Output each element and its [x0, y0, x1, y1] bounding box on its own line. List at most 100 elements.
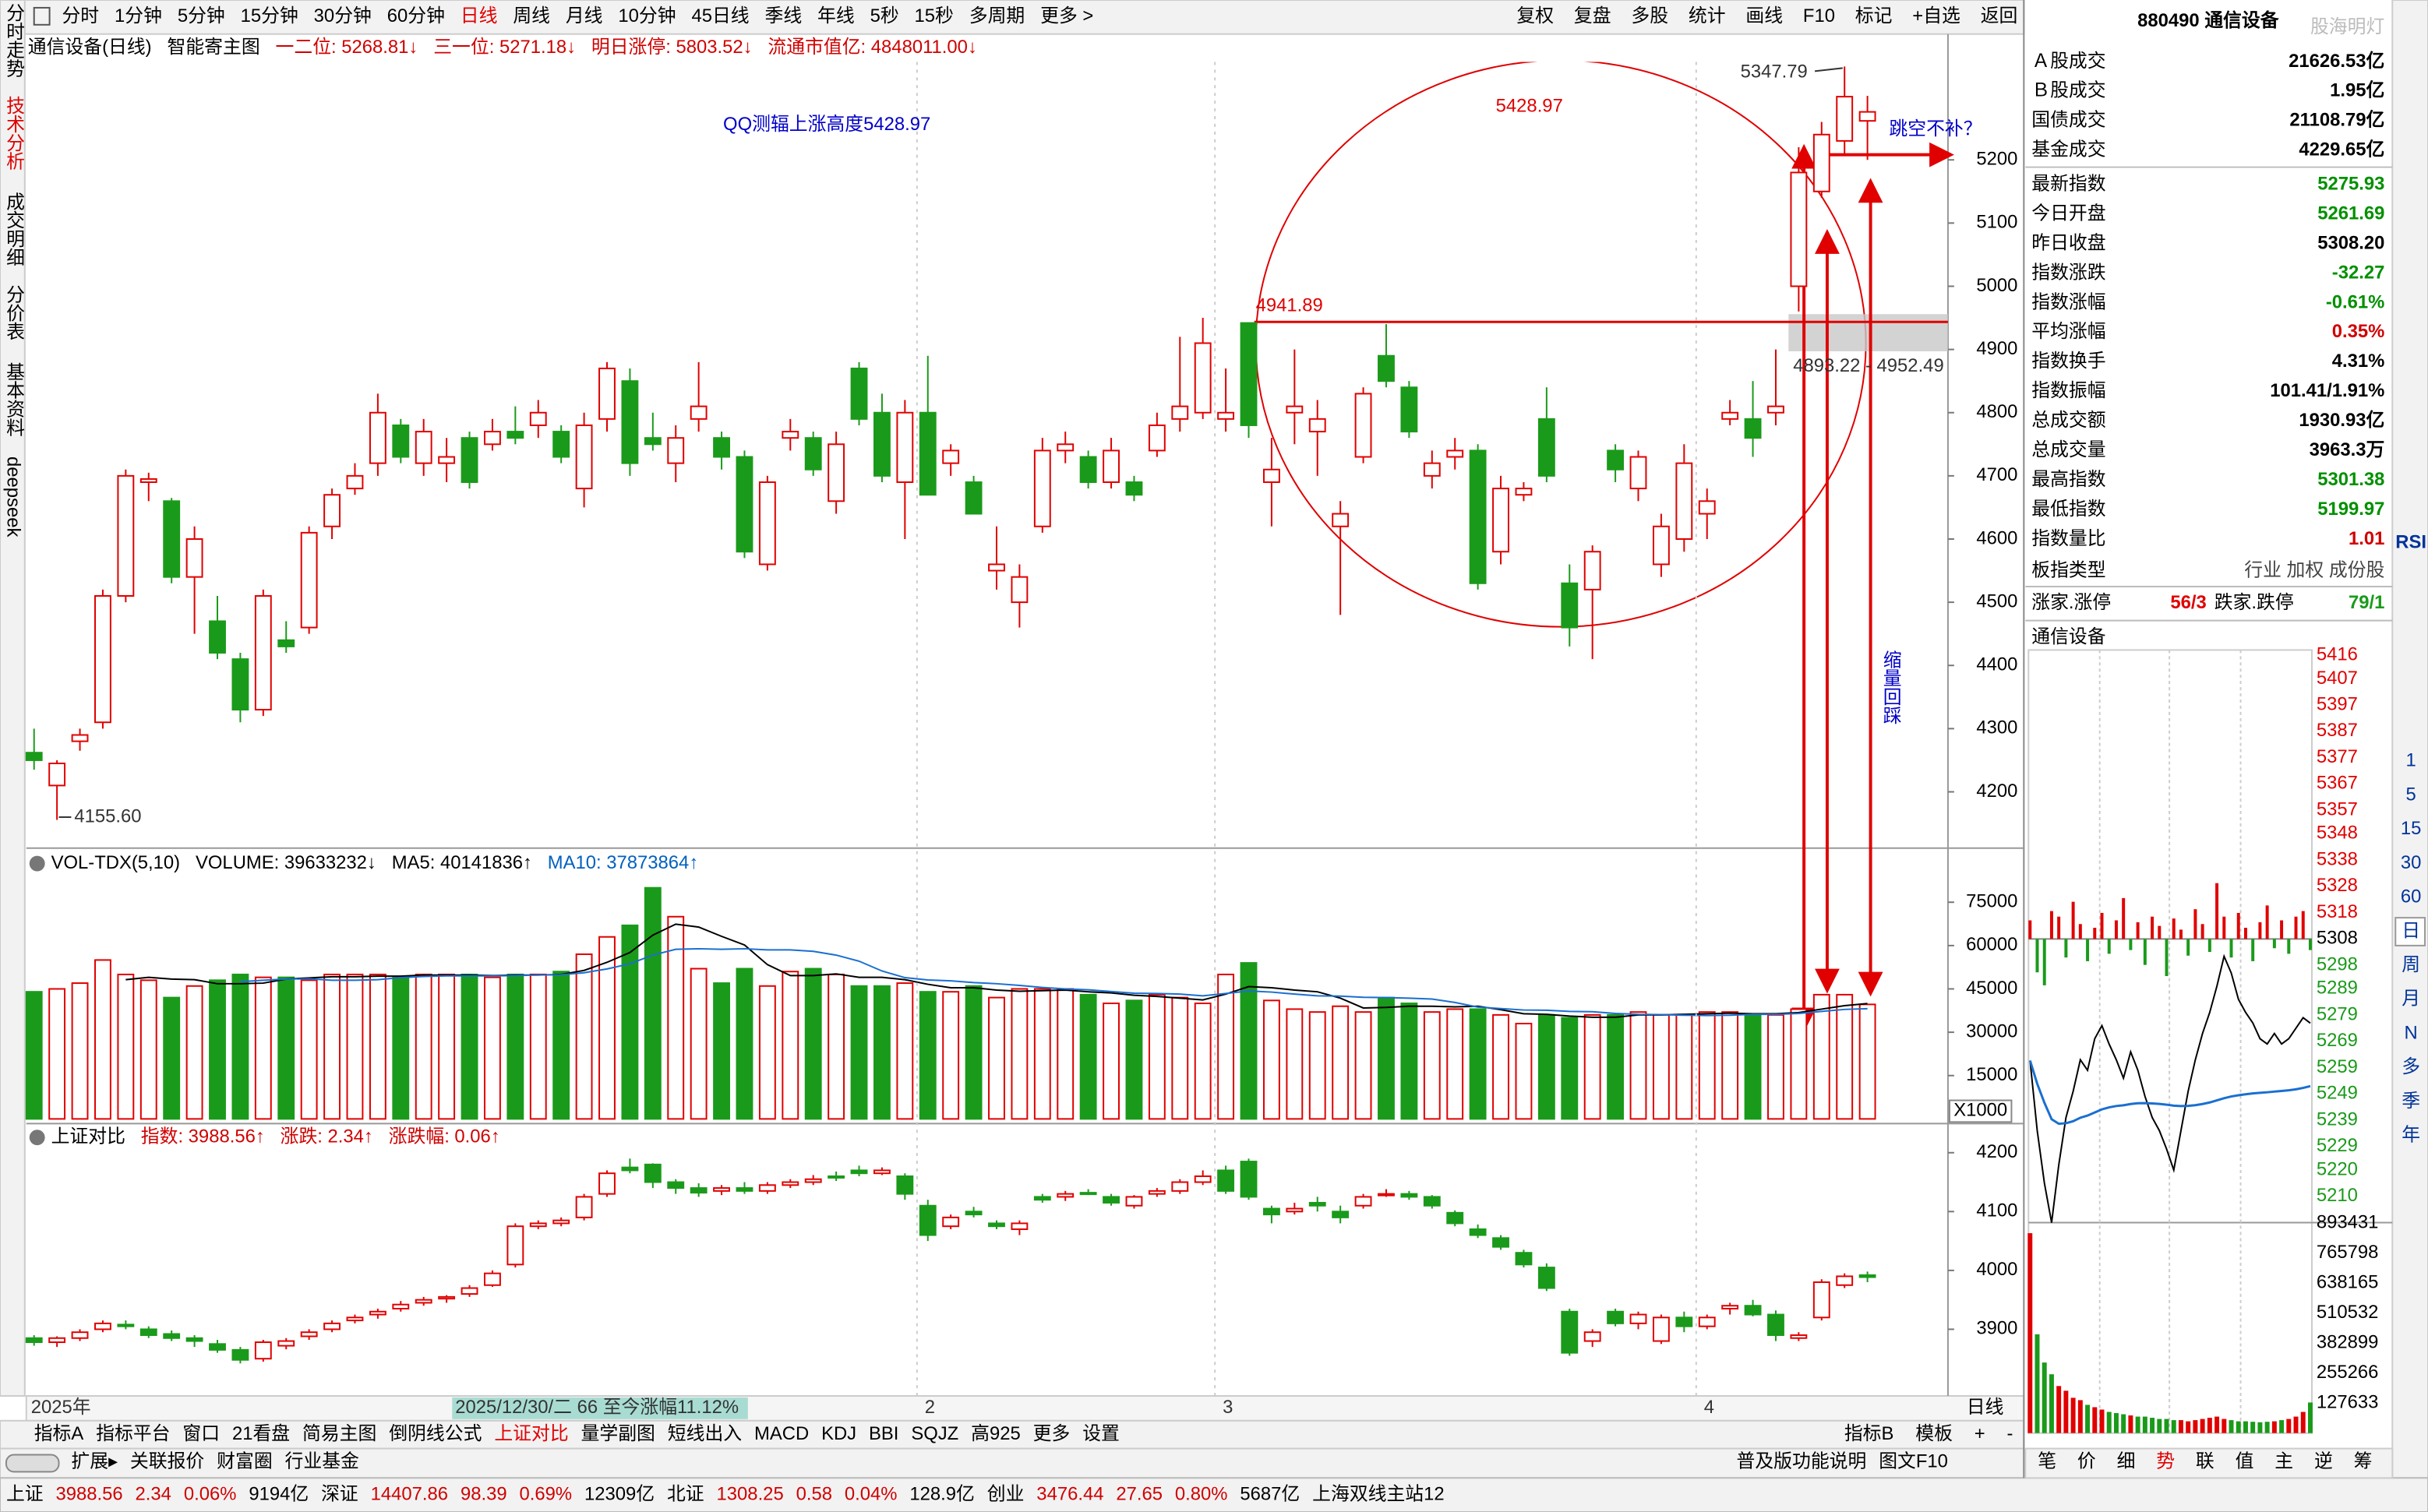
sidebar-tab[interactable]: deepseek: [3, 456, 24, 537]
toolbar-button[interactable]: 复权: [1516, 5, 1554, 26]
indicator-tab[interactable]: 模板: [1915, 1423, 1953, 1444]
period-tab[interactable]: 10分钟: [618, 5, 676, 26]
extension-link[interactable]: 普及版功能说明: [1737, 1451, 1867, 1472]
panel-tab[interactable]: 值: [2236, 1451, 2254, 1472]
period-tab[interactable]: 30分钟: [314, 5, 372, 26]
extension-link[interactable]: 扩展▸: [71, 1451, 118, 1472]
volume-bar: [942, 991, 960, 1120]
indicator-tab[interactable]: 更多: [1033, 1423, 1071, 1444]
indicator-tab[interactable]: SQJZ: [911, 1423, 958, 1444]
indicator-tab[interactable]: 量学副图: [581, 1423, 655, 1444]
quote-label: 最高指数: [2031, 469, 2105, 490]
indicator-tab[interactable]: 指标A: [34, 1423, 84, 1444]
indicator-tab[interactable]: KDJ: [821, 1423, 856, 1444]
panel-tab[interactable]: 细: [2117, 1451, 2136, 1472]
period-tab[interactable]: 45日线: [691, 5, 749, 26]
indicator-tab[interactable]: 高925: [971, 1423, 1021, 1444]
period-tab[interactable]: 更多 >: [1040, 5, 1093, 26]
volume-bar: [713, 982, 730, 1120]
period-button[interactable]: 5: [2406, 784, 2416, 805]
toolbar-button[interactable]: F10: [1803, 5, 1835, 26]
candle-body: [185, 537, 203, 578]
indicator-tab[interactable]: BBI: [869, 1423, 898, 1444]
candle-body: [484, 1272, 501, 1286]
sidebar-tab[interactable]: 分时走势: [3, 3, 25, 78]
indicator-tab[interactable]: 设置: [1082, 1423, 1120, 1444]
indicator-tab[interactable]: 短线出入: [668, 1423, 742, 1444]
indicator-tab[interactable]: 21看盘: [232, 1423, 290, 1444]
period-button[interactable]: N: [2405, 1022, 2418, 1043]
indicator-tab[interactable]: MACD: [754, 1423, 809, 1444]
toolbar-button[interactable]: 复盘: [1574, 5, 1611, 26]
period-tab[interactable]: 日线: [461, 5, 498, 26]
indicator-tab[interactable]: 指标B: [1844, 1423, 1894, 1444]
period-button[interactable]: 多: [2402, 1056, 2420, 1077]
header-item: MA10: 37873864↑: [548, 852, 698, 873]
period-button[interactable]: 60: [2401, 886, 2422, 908]
indicator-tab[interactable]: 上证对比: [494, 1423, 568, 1444]
candle-body: [644, 1163, 662, 1183]
candle-body: [369, 411, 386, 464]
panel-tab[interactable]: 筹: [2354, 1451, 2373, 1472]
toolbar-button[interactable]: 标记: [1855, 5, 1893, 26]
period-button[interactable]: 季: [2402, 1091, 2420, 1112]
indicator-tab[interactable]: 倒阴线公式: [389, 1423, 482, 1444]
period-tab[interactable]: 多周期: [969, 5, 1025, 26]
indicator-tab[interactable]: 窗口: [182, 1423, 220, 1444]
period-tab[interactable]: 1分钟: [115, 5, 162, 26]
indicator-tab[interactable]: 简易主图: [302, 1423, 376, 1444]
candle-body: [621, 380, 639, 464]
period-tab[interactable]: 季线: [765, 5, 803, 26]
candle-body: [1423, 1196, 1441, 1207]
panel-tab[interactable]: 主: [2274, 1451, 2293, 1472]
indicator-tab[interactable]: 指标平台: [96, 1423, 170, 1444]
period-tab[interactable]: 周线: [513, 5, 550, 26]
panel-tab[interactable]: 势: [2156, 1451, 2175, 1472]
candle-body: [552, 431, 570, 458]
toolbar-button[interactable]: 画线: [1745, 5, 1783, 26]
volume-bar: [1858, 1003, 1876, 1120]
period-tab[interactable]: 5秒: [870, 5, 899, 26]
toolbar-button[interactable]: 统计: [1689, 5, 1726, 26]
period-button[interactable]: 日: [2402, 920, 2420, 941]
extension-link[interactable]: 关联报价: [130, 1451, 204, 1472]
sidebar-tab[interactable]: 技术分析: [3, 96, 25, 171]
indicator-tab[interactable]: +: [1975, 1423, 1985, 1444]
volume-bar: [1607, 1013, 1625, 1120]
panel-tab[interactable]: 逆: [2314, 1451, 2333, 1472]
period-tab[interactable]: 15分钟: [241, 5, 298, 26]
panel-tab[interactable]: 笔: [2038, 1451, 2056, 1472]
extension-link[interactable]: 行业基金: [285, 1451, 359, 1472]
indicator-button[interactable]: RSI: [2395, 532, 2426, 553]
extension-link[interactable]: 财富圈: [217, 1451, 272, 1472]
period-button[interactable]: 30: [2401, 852, 2422, 873]
toolbar-button[interactable]: 返回: [1981, 5, 2018, 26]
period-button[interactable]: 年: [2402, 1125, 2420, 1146]
volume-bar: [2063, 1390, 2069, 1433]
status-item: 2.34: [136, 1483, 171, 1504]
quote-label: 指数涨幅: [2031, 291, 2105, 312]
period-tab[interactable]: 60分钟: [387, 5, 445, 26]
sidebar-tab[interactable]: 基本资料: [3, 362, 25, 437]
period-button[interactable]: 月: [2402, 989, 2420, 1010]
period-tab[interactable]: 年线: [817, 5, 855, 26]
toolbar-button[interactable]: +自选: [1912, 5, 1960, 26]
candle-body: [323, 494, 341, 527]
period-tab[interactable]: 5分钟: [178, 5, 225, 26]
period-button[interactable]: 1: [2406, 750, 2416, 771]
period-tab[interactable]: 月线: [566, 5, 603, 26]
sidebar-tab[interactable]: 分价表: [3, 285, 25, 341]
candle-body: [1286, 405, 1304, 414]
candle-body: [1446, 1211, 1464, 1225]
panel-tab[interactable]: 价: [2077, 1451, 2096, 1472]
candle-body: [988, 563, 1005, 572]
period-tab[interactable]: 分时: [62, 5, 99, 26]
indicator-tab[interactable]: -: [2006, 1423, 2013, 1444]
toolbar-button[interactable]: 多股: [1631, 5, 1668, 26]
period-tab[interactable]: 15秒: [915, 5, 954, 26]
period-button[interactable]: 周: [2402, 954, 2420, 975]
sidebar-tab[interactable]: 成交明细: [3, 192, 25, 266]
extension-link[interactable]: 图文F10: [1879, 1451, 1948, 1472]
period-button[interactable]: 15: [2401, 818, 2422, 839]
panel-tab[interactable]: 联: [2196, 1451, 2214, 1472]
